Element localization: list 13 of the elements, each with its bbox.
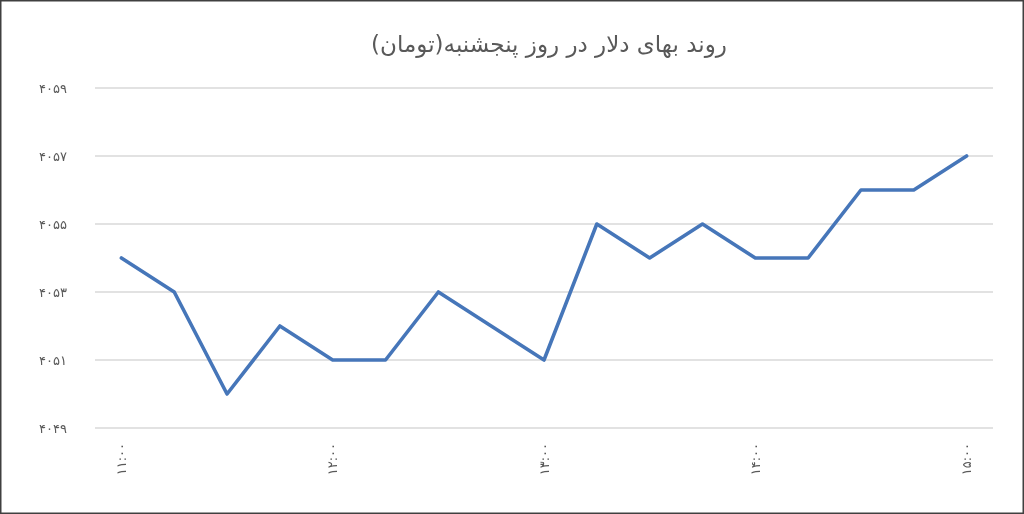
chart-title: روند بهای دلار در روز پنجشنبه(تومان) (371, 31, 727, 58)
y-tick-label: ۴۰۵۷ (39, 148, 68, 164)
x-tick-label: ۱۳:۰۰ (536, 443, 552, 476)
y-tick-label: ۴۰۵۹ (39, 80, 68, 96)
x-tick-label: ۱۱:۰۰ (113, 443, 129, 476)
x-tick-label: ۱۴:۰۰ (747, 443, 763, 476)
y-tick-label: ۴۰۴۹ (39, 420, 68, 436)
y-tick-label: ۴۰۵۱ (39, 352, 67, 368)
y-tick-label: ۴۰۵۵ (39, 216, 68, 232)
y-tick-label: ۴۰۵۳ (39, 284, 68, 300)
x-tick-label: ۱۵:۰۰ (959, 443, 975, 476)
line-series (119, 154, 969, 396)
x-tick-label: ۱۲:۰۰ (325, 443, 341, 476)
